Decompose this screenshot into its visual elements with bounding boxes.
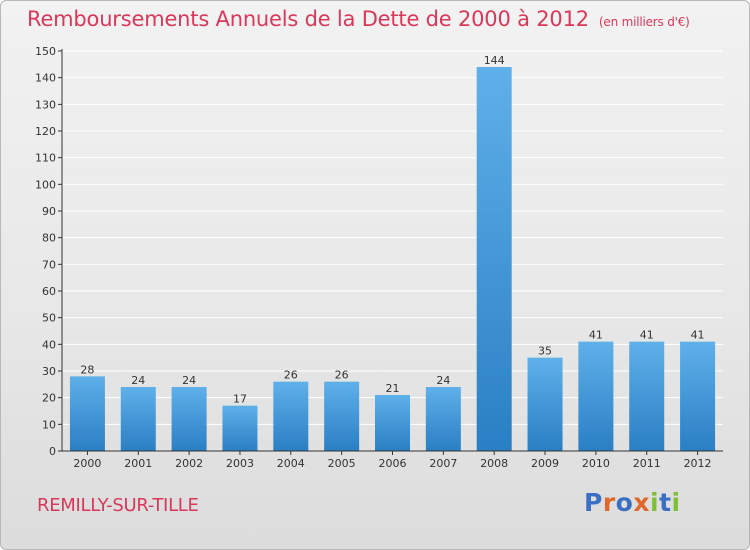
title-text: Remboursements Annuels de la Dette de 20… (27, 7, 589, 31)
y-tick-label: 100 (35, 178, 56, 191)
x-tick-label: 2008 (480, 457, 508, 470)
y-tick-label: 40 (42, 338, 56, 351)
x-tick-label: 2005 (328, 457, 356, 470)
bar (476, 67, 512, 451)
logo-letter: x (633, 488, 650, 517)
bar-value-label: 28 (80, 363, 94, 376)
x-tick-label: 2011 (633, 457, 661, 470)
bar-value-label: 17 (233, 393, 247, 406)
bar (273, 381, 309, 451)
logo-letter: i (671, 488, 681, 517)
y-tick-label: 60 (42, 285, 56, 298)
y-tick-label: 30 (42, 365, 56, 378)
bar (324, 381, 360, 451)
bars (69, 67, 716, 451)
bar (578, 341, 614, 451)
y-tick-label: 50 (42, 312, 56, 325)
y-tick-label: 110 (35, 152, 56, 165)
x-tick-label: 2003 (226, 457, 254, 470)
logo-letter: o (615, 488, 634, 517)
y-tick-label: 70 (42, 258, 56, 271)
x-tick-label: 2004 (277, 457, 305, 470)
x-tick-label: 2010 (582, 457, 610, 470)
bar-value-label: 41 (589, 329, 603, 342)
logo-letter: r (602, 488, 616, 517)
bar (69, 376, 105, 451)
unit-label: (en milliers d'€) (598, 15, 690, 29)
y-tick-label: 10 (42, 418, 56, 431)
x-tick-label: 2001 (124, 457, 152, 470)
chart-title: Remboursements Annuels de la Dette de 20… (27, 7, 690, 31)
bar-value-label: 41 (691, 329, 705, 342)
bar-value-label: 26 (284, 369, 298, 382)
bar-value-label: 26 (335, 369, 349, 382)
bar-value-label: 41 (640, 329, 654, 342)
bar (527, 357, 563, 451)
bar (629, 341, 665, 451)
x-tick-label: 2012 (684, 457, 712, 470)
city-name: REMILLY-SUR-TILLE (37, 495, 199, 516)
bar (680, 341, 716, 451)
bar-value-label: 24 (436, 374, 450, 387)
bar (375, 395, 410, 451)
logo-letter: P (584, 488, 603, 517)
y-tick-label: 140 (35, 72, 56, 85)
bar (120, 387, 156, 451)
proxiti-logo: Proxiti (584, 488, 681, 517)
x-tick-label: 2007 (429, 457, 457, 470)
x-tick-label: 2009 (531, 457, 559, 470)
bar-value-label: 24 (131, 374, 145, 387)
y-tick-label: 150 (35, 45, 56, 58)
y-tick-label: 80 (42, 232, 56, 245)
logo-letter: i (650, 488, 660, 517)
logo-letter: t (659, 488, 672, 517)
y-tick-label: 120 (35, 125, 56, 138)
bar-value-label: 144 (484, 54, 505, 67)
bar-value-label: 35 (538, 345, 552, 358)
labels: 0 10 20 30 40 50 60 70 80 90 100 110 120 130 140 150 28 2… (35, 45, 712, 470)
bar-value-label: 24 (182, 374, 196, 387)
bar-value-label: 21 (386, 382, 400, 395)
x-tick-label: 2006 (379, 457, 407, 470)
axes (58, 49, 723, 455)
bar (222, 405, 258, 451)
gridlines (62, 50, 723, 425)
y-tick-label: 130 (35, 98, 56, 111)
y-tick-label: 0 (49, 445, 56, 458)
x-tick-label: 2000 (73, 457, 101, 470)
y-tick-label: 20 (42, 392, 56, 405)
bar (425, 387, 461, 451)
bar (171, 387, 207, 451)
y-tick-label: 90 (42, 205, 56, 218)
x-tick-label: 2002 (175, 457, 203, 470)
